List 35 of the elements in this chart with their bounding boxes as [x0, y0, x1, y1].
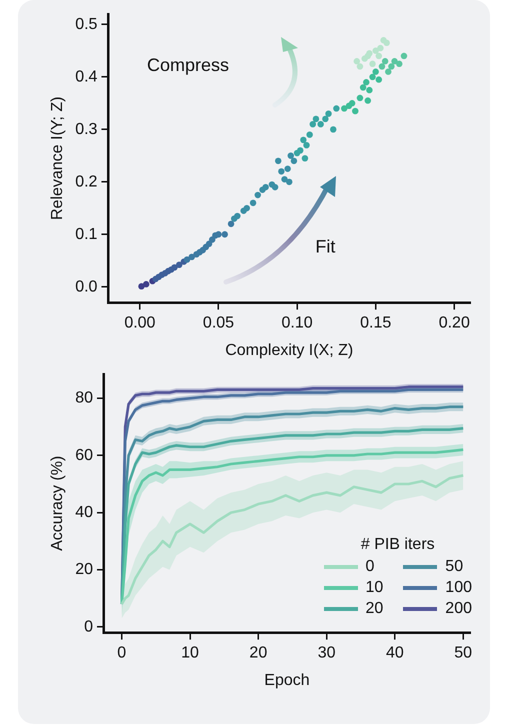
y-tick-label: 60 [75, 446, 94, 464]
legend-label: 100 [445, 579, 472, 597]
y-tick-label: 0.4 [75, 68, 98, 86]
y-tick-label: 0 [84, 618, 94, 636]
y-tick-label: 40 [75, 504, 94, 521]
legend-label: 50 [445, 558, 464, 576]
x-axis-title: Epoch [264, 672, 310, 689]
y-axis-title: Accuracy (%) [49, 456, 66, 551]
x-tick-label: 0.15 [360, 314, 392, 332]
x-tick-label: 40 [386, 644, 404, 662]
y-tick-label: 20 [75, 561, 94, 578]
x-tick-label: 0.10 [282, 314, 313, 332]
y-axis-title: Relevance I(Y; Z) [49, 96, 66, 220]
legend-label: 200 [445, 600, 472, 618]
y-tick-label: 0.0 [75, 278, 98, 296]
x-tick-label: 0.00 [124, 314, 156, 332]
x-tick-label: 0.05 [202, 314, 234, 332]
y-tick-label: 0.5 [75, 16, 98, 33]
annotation: Compress [146, 54, 229, 75]
x-tick-label: 10 [181, 644, 200, 662]
legend-label: 20 [366, 600, 384, 618]
y-tick-label: 80 [75, 390, 94, 407]
y-tick-label: 0.1 [75, 226, 98, 243]
x-tick-label: 30 [318, 644, 336, 662]
x-tick-label: 0.20 [438, 314, 470, 332]
x-tick-label: 0 [117, 644, 126, 662]
legend-label: 10 [366, 579, 384, 597]
y-tick-label: 0.2 [75, 173, 98, 190]
y-tick-label: 0.3 [75, 120, 98, 138]
x-tick-label: 50 [454, 644, 472, 662]
legend-label: 0 [366, 558, 374, 576]
legend-title: # PIB iters [360, 536, 436, 554]
x-tick-label: 20 [249, 644, 268, 662]
annotation: Fit [315, 236, 336, 257]
x-axis-title: Complexity I(X; Z) [225, 342, 354, 359]
